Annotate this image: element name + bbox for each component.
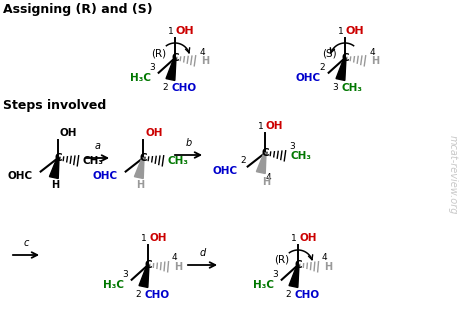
Text: 4: 4	[172, 253, 177, 262]
Text: 2: 2	[286, 289, 291, 298]
Text: OH: OH	[176, 26, 194, 36]
Text: mcat-review.org: mcat-review.org	[448, 135, 458, 215]
Text: 3: 3	[122, 270, 128, 279]
Text: CHO: CHO	[171, 83, 197, 93]
Text: Assigning (R) and (S): Assigning (R) and (S)	[3, 3, 153, 16]
Text: 1: 1	[168, 27, 174, 36]
Text: 2: 2	[136, 289, 141, 298]
Text: CH₃: CH₃	[341, 83, 363, 93]
Text: C: C	[171, 53, 179, 63]
Text: 2: 2	[163, 83, 169, 92]
Text: (R): (R)	[275, 255, 289, 265]
Text: CH₃: CH₃	[291, 151, 312, 161]
Text: H₃C: H₃C	[253, 280, 274, 290]
Text: C: C	[261, 148, 269, 158]
Text: H₃C: H₃C	[130, 73, 150, 83]
Text: 3: 3	[272, 270, 278, 279]
Text: 3: 3	[333, 83, 338, 92]
Text: OH: OH	[145, 128, 163, 138]
Text: d: d	[200, 248, 206, 258]
Text: H: H	[371, 56, 379, 66]
Text: H: H	[262, 176, 270, 186]
Polygon shape	[50, 158, 59, 178]
Text: 4: 4	[266, 172, 271, 181]
Text: OH: OH	[60, 128, 77, 138]
Text: CHO: CHO	[144, 289, 169, 299]
Text: OH: OH	[266, 121, 283, 131]
Text: CHO: CHO	[294, 289, 319, 299]
Text: C: C	[54, 153, 62, 163]
Text: OH: OH	[346, 26, 365, 36]
Text: c: c	[23, 238, 29, 248]
Text: 1: 1	[258, 122, 264, 131]
Text: C: C	[341, 53, 349, 63]
Text: 1: 1	[338, 27, 344, 36]
Text: H: H	[174, 262, 182, 272]
Text: 1: 1	[141, 234, 147, 243]
Text: H₃C: H₃C	[103, 280, 124, 290]
Polygon shape	[257, 153, 266, 173]
Text: 1: 1	[291, 234, 297, 243]
Text: H: H	[51, 179, 59, 189]
Text: OHC: OHC	[93, 170, 118, 180]
Text: 2: 2	[319, 63, 325, 72]
Polygon shape	[139, 265, 149, 287]
Text: (S): (S)	[322, 48, 336, 58]
Text: OHC: OHC	[7, 170, 33, 180]
Text: CH₃: CH₃	[168, 156, 189, 166]
Polygon shape	[134, 158, 144, 178]
Text: 3: 3	[289, 142, 294, 151]
Text: H: H	[201, 56, 209, 66]
Text: (R): (R)	[151, 48, 167, 58]
Text: H: H	[136, 179, 144, 189]
Text: 3: 3	[149, 63, 155, 72]
Text: a: a	[94, 141, 100, 151]
Text: CH₃: CH₃	[83, 156, 104, 166]
Text: 4: 4	[200, 48, 206, 57]
Text: OH: OH	[149, 233, 167, 243]
Text: H: H	[324, 262, 332, 272]
Polygon shape	[336, 58, 346, 81]
Text: OHC: OHC	[213, 166, 238, 175]
Text: 2: 2	[240, 156, 246, 165]
Text: 4: 4	[370, 48, 375, 57]
Text: b: b	[185, 138, 192, 148]
Text: OHC: OHC	[295, 73, 321, 83]
Polygon shape	[289, 265, 299, 287]
Text: 4: 4	[322, 253, 327, 262]
Text: C: C	[294, 260, 302, 270]
Text: OH: OH	[299, 233, 317, 243]
Text: C: C	[139, 153, 147, 163]
Text: Steps involved: Steps involved	[3, 99, 106, 112]
Polygon shape	[166, 58, 176, 81]
Text: C: C	[144, 260, 152, 270]
